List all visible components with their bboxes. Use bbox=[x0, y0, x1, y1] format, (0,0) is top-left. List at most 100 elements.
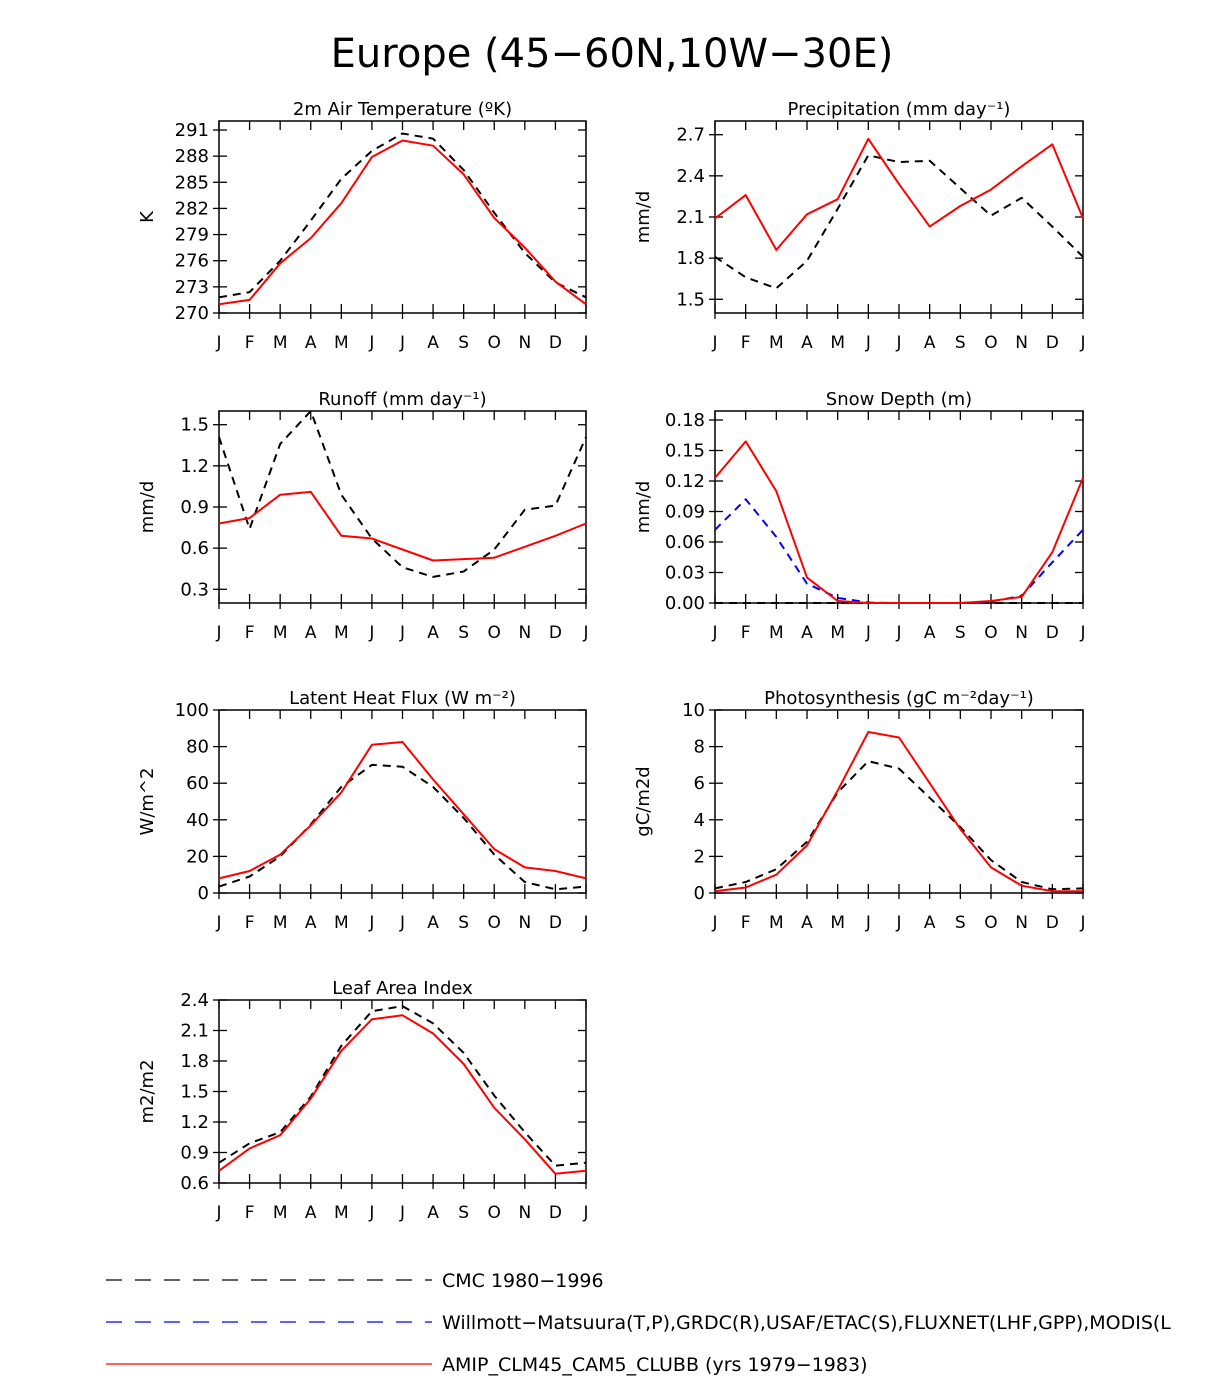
x-tick-label: S bbox=[955, 623, 966, 643]
x-tick-label: A bbox=[427, 623, 439, 643]
x-tick-label: J bbox=[865, 913, 871, 933]
x-tick-label: J bbox=[711, 623, 717, 643]
x-tick-label: N bbox=[1015, 333, 1028, 353]
y-tick-label: 1.2 bbox=[180, 456, 209, 477]
x-tick-label: A bbox=[801, 913, 813, 933]
y-tick-label: 0.6 bbox=[180, 538, 209, 559]
y-tick-label: 279 bbox=[175, 225, 209, 246]
y-tick-label: 276 bbox=[175, 251, 209, 272]
x-tick-label: A bbox=[427, 913, 439, 933]
panel-7: Leaf Area Index m2/m2 0.6 0.9 1.2 1.5 1.8 2.1 2.… bbox=[137, 978, 589, 1223]
x-tick-label: J bbox=[215, 333, 221, 353]
x-tick-label: D bbox=[1046, 333, 1059, 353]
x-tick-label: J bbox=[582, 1203, 588, 1223]
x-tick-label: N bbox=[1015, 623, 1028, 643]
x-tick-label: J bbox=[399, 913, 405, 933]
y-tick-label: 0.09 bbox=[665, 502, 705, 523]
x-tick-label: A bbox=[924, 623, 936, 643]
x-tick-label: F bbox=[741, 623, 751, 643]
x-tick-label: M bbox=[273, 623, 288, 643]
x-tick-label: A bbox=[305, 1203, 317, 1223]
x-tick-label: D bbox=[549, 1203, 562, 1223]
y-axis-label: W/m^2 bbox=[137, 768, 158, 836]
y-tick-label: 0.00 bbox=[665, 593, 705, 614]
plot-frame bbox=[218, 709, 587, 894]
x-tick-label: J bbox=[368, 333, 374, 353]
y-axis-label: m2/m2 bbox=[137, 1059, 158, 1123]
y-axis-label: K bbox=[137, 210, 158, 223]
y-tick-label: 60 bbox=[186, 773, 209, 794]
obs-black-line bbox=[714, 154, 1084, 290]
x-tick-label: J bbox=[215, 913, 221, 933]
y-tick-label: 0 bbox=[694, 883, 705, 904]
figure-title: Europe (45−60N,10W−30E) bbox=[331, 31, 894, 77]
x-tick-label: N bbox=[518, 913, 531, 933]
y-tick-label: 2.1 bbox=[180, 1021, 209, 1042]
x-tick-label: F bbox=[741, 913, 751, 933]
x-tick-label: J bbox=[399, 333, 405, 353]
x-tick-label: M bbox=[769, 623, 784, 643]
y-tick-label: 285 bbox=[175, 172, 209, 193]
y-tick-label: 2 bbox=[694, 846, 705, 867]
panel-4: Snow Depth (m) mm/d 0.00 0.03 0.06 0.09 0.12 0.… bbox=[633, 389, 1086, 643]
plot-frame bbox=[714, 120, 1084, 314]
model-line bbox=[218, 741, 587, 880]
y-tick-label: 10 bbox=[682, 700, 705, 721]
y-tick-label: 2.7 bbox=[676, 125, 705, 146]
x-tick-label: J bbox=[1079, 333, 1085, 353]
x-tick-label: A bbox=[305, 623, 317, 643]
x-tick-label: S bbox=[458, 623, 469, 643]
x-tick-label: J bbox=[582, 913, 588, 933]
x-tick-label: J bbox=[399, 1203, 405, 1223]
x-tick-label: M bbox=[830, 623, 845, 643]
x-tick-label: D bbox=[549, 913, 562, 933]
x-tick-label: J bbox=[865, 623, 871, 643]
y-tick-label: 1.5 bbox=[180, 415, 209, 436]
x-tick-label: J bbox=[368, 913, 374, 933]
model-line bbox=[714, 137, 1084, 251]
x-tick-label: A bbox=[427, 1203, 439, 1223]
x-tick-label: J bbox=[711, 913, 717, 933]
y-tick-label: 0.18 bbox=[665, 410, 705, 431]
y-tick-label: 288 bbox=[175, 146, 209, 167]
y-tick-label: 4 bbox=[694, 810, 705, 831]
x-tick-label: N bbox=[518, 623, 531, 643]
x-tick-label: O bbox=[488, 333, 501, 353]
x-tick-label: O bbox=[488, 1203, 501, 1223]
x-tick-label: O bbox=[984, 913, 997, 933]
panel-title: Runoff (mm day⁻¹) bbox=[318, 389, 486, 410]
panel-6: Photosynthesis (gC m⁻²day⁻¹) gC/m2d 0 2 4 6 8 1… bbox=[633, 688, 1086, 933]
x-tick-label: J bbox=[215, 1203, 221, 1223]
x-tick-label: D bbox=[549, 333, 562, 353]
y-tick-label: 270 bbox=[175, 303, 209, 324]
plot-frame bbox=[714, 410, 1084, 604]
y-tick-label: 0 bbox=[198, 883, 209, 904]
x-tick-label: A bbox=[427, 333, 439, 353]
x-tick-label: J bbox=[582, 333, 588, 353]
x-tick-label: J bbox=[895, 333, 901, 353]
panel-2: Precipitation (mm day⁻¹) mm/d 1.5 1.8 2.1 2.4… bbox=[633, 99, 1086, 353]
y-tick-label: 0.9 bbox=[180, 497, 209, 518]
model-line bbox=[218, 1014, 587, 1175]
y-tick-label: 2.4 bbox=[676, 166, 705, 187]
x-tick-label: J bbox=[368, 1203, 374, 1223]
x-tick-label: S bbox=[955, 333, 966, 353]
panel-title: Leaf Area Index bbox=[332, 978, 473, 999]
x-tick-label: A bbox=[924, 913, 936, 933]
y-tick-label: 0.03 bbox=[665, 563, 705, 584]
x-tick-label: M bbox=[334, 1203, 349, 1223]
x-tick-label: D bbox=[1046, 913, 1059, 933]
legend-label-obs: Willmott−Matsuura(T,P),GRDC(R),USAF/ETAC… bbox=[442, 1312, 1171, 1334]
legend-label-model: AMIP_CLM45_CAM5_CLUBB (yrs 1979−1983) bbox=[442, 1354, 868, 1376]
x-tick-label: A bbox=[801, 333, 813, 353]
y-tick-label: 0.12 bbox=[665, 471, 705, 492]
x-tick-label: N bbox=[518, 333, 531, 353]
y-tick-label: 1.5 bbox=[676, 289, 705, 310]
y-axis-label: mm/d bbox=[137, 481, 158, 534]
panel-5: Latent Heat Flux (W m⁻²) W/m^2 0 20 40 60 80 10… bbox=[137, 688, 589, 933]
y-tick-label: 100 bbox=[175, 700, 209, 721]
x-tick-label: J bbox=[215, 623, 221, 643]
x-tick-label: F bbox=[245, 1203, 255, 1223]
x-tick-label: S bbox=[955, 913, 966, 933]
x-tick-label: F bbox=[245, 913, 255, 933]
